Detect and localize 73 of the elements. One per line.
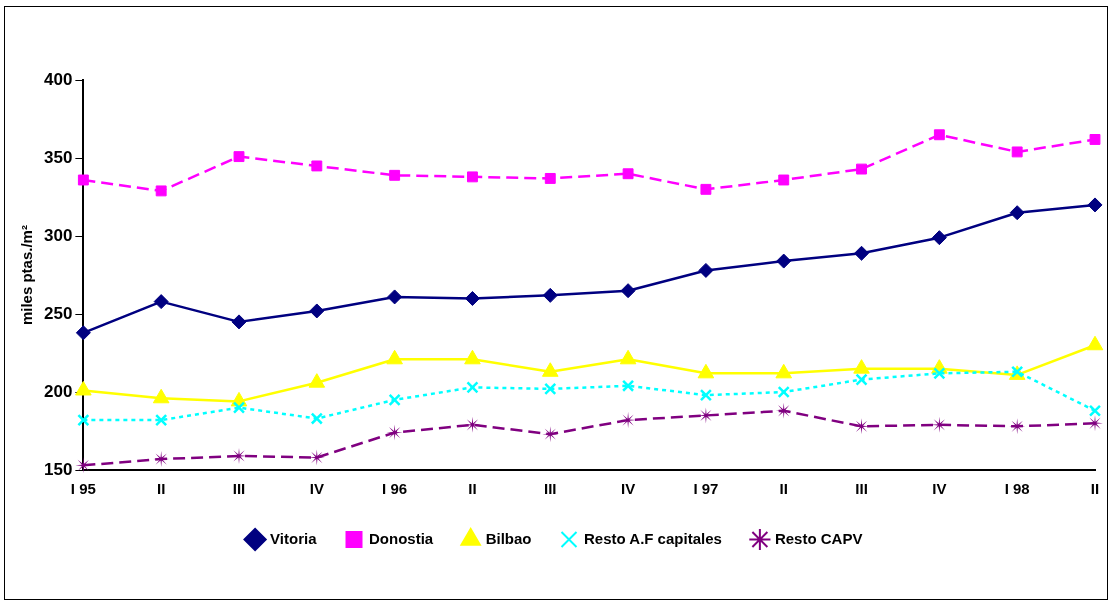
x-tick-label: I 95: [70, 480, 96, 498]
point: [542, 287, 558, 303]
point: [699, 388, 713, 402]
point: [931, 230, 947, 246]
y-tick-label: 400: [43, 69, 73, 89]
legend-label: Bilbao: [485, 529, 532, 547]
point: [231, 447, 247, 464]
x-tick-label: II: [1090, 480, 1100, 498]
x-tick-label: II: [157, 480, 166, 498]
point: [466, 381, 479, 394]
point: [386, 424, 403, 441]
point: [77, 413, 90, 427]
point: [77, 174, 89, 186]
point: [778, 174, 790, 186]
point: [854, 245, 870, 261]
y-tick-label: 200: [43, 381, 73, 401]
point: [700, 183, 712, 195]
point: [387, 289, 403, 305]
x-tick-label: IV: [621, 480, 636, 498]
point: [311, 160, 323, 172]
point: [777, 385, 790, 399]
point: [544, 172, 556, 184]
point: [621, 379, 635, 392]
point: [855, 373, 868, 386]
x-tick-label: IV: [309, 480, 324, 498]
point: [620, 412, 637, 429]
point: [933, 367, 946, 380]
y-tick-label: 300: [43, 225, 73, 245]
point: [309, 303, 325, 319]
point: [776, 253, 792, 269]
point: [75, 325, 91, 341]
point: [622, 168, 634, 180]
x-tick-label: III: [855, 480, 868, 498]
y-tick-label: 350: [43, 147, 73, 167]
x-tick-label: III: [544, 480, 557, 498]
point: [775, 402, 792, 419]
point: [933, 129, 945, 141]
point: [389, 169, 401, 181]
point: [154, 413, 168, 427]
x-tick-label: II: [468, 480, 477, 498]
point: [698, 262, 714, 278]
point: [1088, 404, 1102, 417]
point: [231, 314, 247, 330]
point: [1009, 205, 1025, 221]
y-axis-title: miles ptas./m²: [18, 225, 36, 326]
x-tick-label: IV: [932, 480, 947, 498]
point: [1011, 146, 1023, 158]
point: [853, 418, 870, 435]
point: [1087, 197, 1103, 213]
y-tick-label: 250: [43, 303, 73, 323]
point: [232, 401, 246, 414]
point: [467, 171, 478, 183]
x-tick-label: II: [779, 480, 788, 498]
point: [233, 151, 245, 163]
point: [464, 290, 480, 306]
point: [544, 382, 557, 396]
legend-label: Donostia: [369, 529, 434, 547]
point: [310, 412, 324, 425]
point: [1089, 134, 1101, 145]
x-tick-label: III: [232, 480, 246, 498]
legend-label: Vitoria: [270, 529, 318, 547]
point: [856, 163, 867, 175]
legend-label: Resto A.F capitales: [584, 529, 722, 547]
x-tick-label: I 96: [382, 480, 408, 498]
legend-label: Resto CAPV: [774, 529, 863, 547]
point: [620, 283, 636, 299]
point: [155, 185, 167, 197]
x-tick-label: I 97: [693, 480, 719, 498]
y-tick-label: 150: [43, 459, 73, 479]
point: [153, 294, 169, 310]
x-tick-label: I 98: [1004, 480, 1030, 498]
point: [388, 393, 401, 407]
point: [464, 416, 481, 433]
